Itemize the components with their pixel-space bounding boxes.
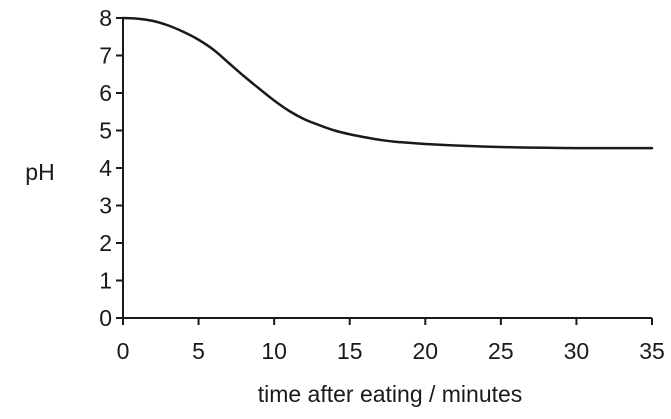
y-tick-label: 1 (99, 268, 112, 294)
x-tick-label: 35 (639, 338, 665, 364)
ticks: 0 1 2 3 4 5 6 7 8 0 5 10 15 20 25 30 35 (99, 5, 665, 364)
y-tick-label: 8 (99, 5, 112, 31)
x-tick-label: 30 (564, 338, 590, 364)
x-tick-label: 20 (412, 338, 438, 364)
x-tick-label: 15 (337, 338, 363, 364)
y-tick-label: 7 (99, 43, 112, 69)
y-tick-label: 2 (99, 230, 112, 256)
series-layer (121, 16, 654, 150)
x-tick-label: 5 (192, 338, 205, 364)
x-tick-label: 0 (117, 338, 130, 364)
y-tick-label: 6 (99, 80, 112, 106)
series-line-0 (121, 16, 654, 150)
y-tick-label: 3 (99, 193, 112, 219)
axes (122, 18, 652, 319)
x-tick-label: 10 (261, 338, 287, 364)
y-axis-title: pH (25, 159, 54, 185)
x-tick-label: 25 (488, 338, 514, 364)
y-tick-label: 5 (99, 118, 112, 144)
x-axis-title: time after eating / minutes (258, 381, 523, 407)
y-tick-label: 0 (99, 305, 112, 331)
y-tick-label: 4 (99, 155, 112, 181)
